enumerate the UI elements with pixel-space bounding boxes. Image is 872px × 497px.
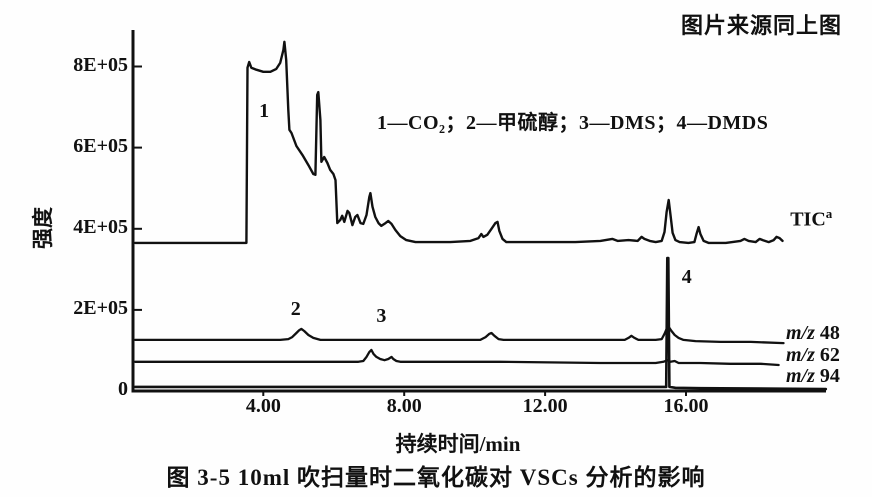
trace-label-tic: TICa — [790, 206, 832, 232]
mz-value: 94 — [819, 364, 840, 387]
mz-symbol: m/z — [785, 364, 815, 387]
x-tick-label-4: 4.00 — [245, 395, 281, 417]
peak-annotation-4: 4 — [681, 265, 692, 288]
peak-annotation-3: 3 — [376, 305, 387, 328]
peak-legend: 1—CO₂；2—甲硫醇；3—DMS；4—DMDS — [377, 112, 769, 134]
x-tick-label-16: 16.00 — [663, 395, 709, 417]
mz48-trace — [133, 325, 785, 345]
trace-label-mz62: m/z 62 — [786, 344, 840, 367]
figure-caption: 图 3-5 10ml 吹扫量时二氧化碳对 VSCs 分析的影响 — [166, 465, 706, 490]
tic-superscript: a — [825, 205, 833, 221]
mz62-trace — [133, 348, 780, 367]
trace-label-mz48: m/z 48 — [786, 322, 840, 345]
y-tick-label-0: 0 — [118, 378, 128, 400]
mz94-trace — [133, 256, 828, 391]
y-tick-label-8e05: 8E+05 — [73, 53, 128, 76]
y-tick-label-4e05: 4E+05 — [73, 215, 128, 238]
mz-symbol: m/z — [785, 344, 815, 367]
mz-value: 62 — [819, 344, 840, 367]
y-tick-label-2e05: 2E+05 — [73, 296, 128, 319]
tic-trace — [133, 40, 784, 245]
mz-symbol: m/z — [785, 322, 815, 345]
x-axis-title: 持续时间/min — [395, 432, 521, 456]
source-note: 图片来源同上图 — [680, 13, 842, 38]
peak-annotation-1: 1 — [259, 99, 270, 122]
x-tick-label-8: 8.00 — [386, 395, 422, 417]
mz-value: 48 — [819, 322, 840, 345]
tic-text: TIC — [790, 208, 826, 231]
axes — [131, 30, 826, 393]
y-tick-label-6e05: 6E+05 — [73, 134, 128, 157]
trace-label-mz94: m/z 94 — [786, 365, 840, 388]
peak-annotation-2: 2 — [290, 297, 301, 320]
x-tick-label-12: 12.00 — [522, 395, 568, 417]
